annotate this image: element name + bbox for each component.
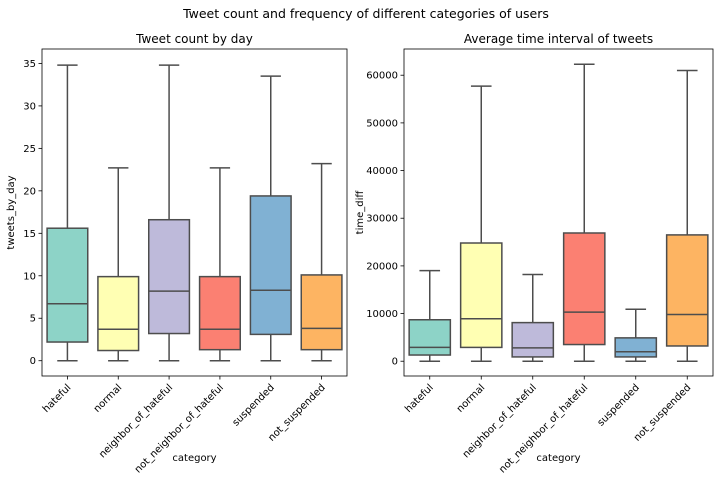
chart-tweet-count-by-day: Tweet count by day 0 5 10 15 20 25 30 35 hateful n…	[6, 32, 348, 475]
iqr-box	[459, 242, 503, 349]
axes-frame	[41, 48, 348, 377]
iqr-box	[148, 218, 191, 335]
y-tick-label: 50000	[366, 118, 398, 129]
iqr-box	[249, 195, 292, 336]
y-tick-label: 20000	[366, 261, 398, 272]
x-tick-label: hateful	[41, 382, 74, 415]
x-axis-label: category	[536, 453, 580, 464]
box-not_neighbor_of_hateful	[562, 63, 606, 362]
box-hateful	[46, 64, 89, 362]
iqr-box	[46, 227, 89, 343]
box-suspended	[249, 75, 292, 362]
y-tick-label: 30000	[366, 214, 398, 225]
box-normal	[459, 85, 503, 362]
y-tick-label: 10000	[366, 309, 398, 320]
y-tick-label: 60000	[366, 71, 398, 82]
box-not_neighbor_of_hateful	[198, 167, 241, 362]
x-tick-label: normal	[92, 382, 125, 415]
iqr-box	[562, 232, 606, 346]
box-normal	[97, 167, 140, 362]
chart-title: Average time interval of tweets	[464, 32, 653, 46]
iqr-box	[97, 275, 140, 352]
x-tick-label: suspended	[596, 382, 642, 428]
box-not_suspended	[300, 162, 343, 362]
y-axis-label: time_diff	[355, 190, 366, 235]
box-hateful	[408, 269, 452, 362]
iqr-box	[198, 275, 241, 351]
iqr-box	[665, 234, 709, 347]
box-suspended	[614, 308, 658, 362]
y-tick-label: 35	[23, 59, 36, 70]
x-tick-label: not_suspended	[632, 382, 693, 443]
chart-title: Tweet count by day	[135, 32, 253, 46]
y-tick-label: 0	[30, 356, 36, 367]
y-tick-label: 20	[23, 186, 36, 197]
iqr-box	[614, 337, 658, 358]
iqr-box	[511, 321, 555, 358]
y-axis-label: tweets_by_day	[6, 175, 17, 249]
x-tick-label: not_suspended	[266, 382, 327, 443]
y-tick-label: 30	[23, 101, 36, 112]
y-tick-label: 25	[23, 144, 36, 155]
x-tick-label: suspended	[231, 382, 277, 428]
x-tick-label: normal	[455, 382, 488, 415]
x-axis-label: category	[172, 453, 216, 464]
iqr-box	[300, 274, 343, 351]
y-tick-label: 0	[392, 357, 398, 368]
box-neighbor_of_hateful	[148, 64, 191, 362]
box-neighbor_of_hateful	[511, 273, 555, 362]
box-not_suspended	[665, 69, 709, 362]
y-tick-label: 15	[23, 229, 36, 240]
iqr-box	[408, 319, 452, 356]
y-tick-label: 40000	[366, 166, 398, 177]
figure-title: Tweet count and frequency of different c…	[182, 6, 549, 21]
chart-average-time-interval: Average time interval of tweets 0 10000 200…	[355, 32, 714, 475]
x-tick-label: hateful	[403, 382, 436, 415]
axes-frame	[403, 48, 714, 377]
y-tick-label: 10	[23, 271, 36, 282]
y-tick-label: 5	[30, 314, 36, 325]
